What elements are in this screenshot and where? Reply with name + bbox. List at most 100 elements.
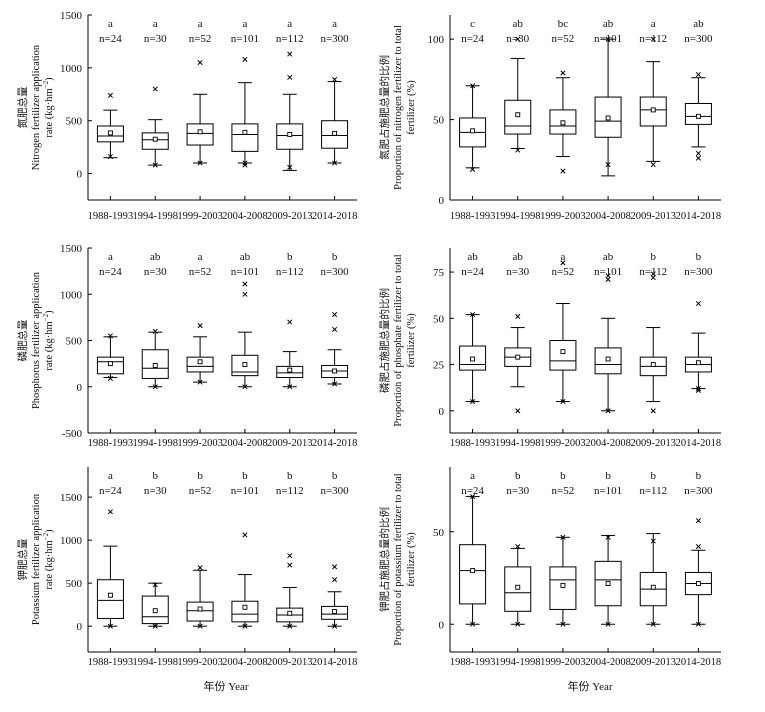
y-axis-label-line: 磷肥占施肥总量的比例: [378, 288, 391, 393]
y-axis-label-unit: fertilizer (%): [406, 313, 417, 368]
box-2: [186, 323, 214, 385]
sample-size-label: n=112: [276, 485, 304, 497]
panel-phosphorus_proportion: 0 25 50 75 1988-1993 1994-1998 1999-2003 2004-2…: [378, 248, 721, 449]
significance-letter: b: [515, 470, 521, 482]
x-tick-label: 2009-2013: [631, 438, 677, 449]
iqr-box: [549, 340, 577, 371]
box-0: [96, 509, 124, 629]
outlier-marker: [560, 398, 566, 405]
box-4: [639, 271, 667, 414]
outlier-marker: [197, 160, 203, 166]
outlier-marker: [152, 328, 158, 334]
outlier-marker: [605, 621, 611, 627]
box-1: [141, 582, 169, 629]
outlier-marker: [152, 623, 158, 629]
sample-size-label: n=300: [684, 485, 713, 497]
significance-letter: b: [332, 251, 338, 263]
y-axis-label-line: 钾肥占施肥总量的比例: [378, 507, 391, 612]
x-tick-label: 1994-1998: [133, 657, 179, 668]
box-0: [459, 83, 487, 172]
unit-exponent: −2: [42, 80, 50, 88]
mean-marker: [560, 120, 566, 126]
outlier-marker: [515, 147, 521, 153]
significance-letter: a: [108, 251, 113, 263]
sample-size-label: n=24: [99, 33, 122, 45]
x-tick-label: 2014-2018: [676, 438, 722, 449]
outlier-marker: [287, 319, 293, 325]
box-4: [639, 36, 667, 168]
outlier-marker: [332, 312, 338, 318]
sample-size-label: n=24: [461, 485, 484, 497]
x-tick-label: 2009-2013: [631, 211, 677, 222]
mean-marker: [515, 112, 521, 118]
outlier-marker: [197, 623, 203, 629]
significance-letter: a: [153, 18, 158, 30]
sample-size-label: n=30: [144, 485, 167, 497]
y-tick-label: 0: [439, 195, 445, 207]
y-axis-label-unit: fertilizer (%): [406, 80, 417, 135]
sample-size-label: n=52: [189, 266, 212, 278]
outlier-marker: [332, 577, 338, 583]
iqr-box: [141, 595, 169, 625]
mean-marker: [197, 129, 203, 135]
significance-letter: ab: [513, 18, 524, 30]
y-tick-label: 500: [66, 116, 83, 128]
y-axis-label-line: Nitrogen fertilizer application: [31, 44, 42, 170]
sample-size-label: n=300: [320, 33, 349, 45]
box-0: [459, 312, 487, 405]
y-axis-label-line: 氮肥总量: [16, 86, 29, 128]
significance-letter: a: [198, 251, 203, 263]
significance-letter: b: [153, 470, 159, 482]
outlier-marker: [197, 60, 203, 66]
outlier-marker: [515, 408, 521, 414]
mean-marker: [560, 349, 566, 355]
outlier-marker: [107, 509, 113, 515]
mean-marker: [515, 584, 521, 590]
box-4: [639, 533, 667, 627]
mean-marker: [152, 136, 158, 142]
outlier-marker: [650, 538, 656, 544]
box-3: [594, 273, 622, 414]
significance-letter: b: [696, 470, 702, 482]
significance-letter: a: [470, 470, 475, 482]
significance-letter: ab: [467, 251, 478, 263]
mean-marker: [197, 606, 203, 612]
significance-letter: b: [332, 470, 338, 482]
box-5: [684, 71, 712, 161]
sample-size-label: n=112: [639, 266, 667, 278]
outlier-marker: [560, 260, 566, 266]
outlier-marker: [287, 553, 293, 559]
mean-marker: [650, 107, 656, 113]
y-axis-label-unit: rate (kg·hm−2): [42, 529, 55, 590]
box-5: [684, 518, 712, 627]
box-1: [504, 36, 532, 153]
outlier-marker: [695, 387, 701, 394]
y-tick-label: 500: [66, 336, 83, 348]
sample-size-label: n=300: [320, 266, 349, 278]
sample-size-label: n=24: [99, 485, 122, 497]
y-axis-label-unit: rate (kg·hm−2): [42, 310, 55, 371]
y-axis-label-line: Proportion of potassium fertilizer to to…: [393, 473, 404, 645]
y-tick-label: 50: [433, 527, 445, 539]
y-tick-label: 0: [77, 169, 83, 181]
x-tick-label: 2004-2008: [222, 438, 268, 449]
outlier-marker: [470, 398, 476, 405]
outlier-marker: [560, 621, 566, 627]
outlier-marker: [470, 494, 476, 500]
sample-size-label: n=112: [276, 33, 304, 45]
outlier-marker: [242, 291, 248, 297]
mean-marker: [242, 362, 248, 367]
sample-size-label: n=52: [189, 485, 212, 497]
panel-nitrogen_proportion: 0 50 100 1988-1993 1994-1998 1999-2003 2004-20…: [378, 15, 721, 222]
y-tick-label: 75: [433, 267, 445, 279]
sample-size-label: n=101: [231, 266, 259, 278]
outlier-marker: [107, 154, 113, 160]
sample-size-label: n=30: [506, 485, 529, 497]
unit-close-paren: ): [44, 310, 55, 314]
sample-size-label: n=101: [594, 266, 622, 278]
outlier-marker: [242, 532, 248, 538]
iqr-box: [186, 601, 214, 622]
mean-marker: [650, 362, 656, 367]
y-tick-label: 50: [433, 115, 445, 127]
